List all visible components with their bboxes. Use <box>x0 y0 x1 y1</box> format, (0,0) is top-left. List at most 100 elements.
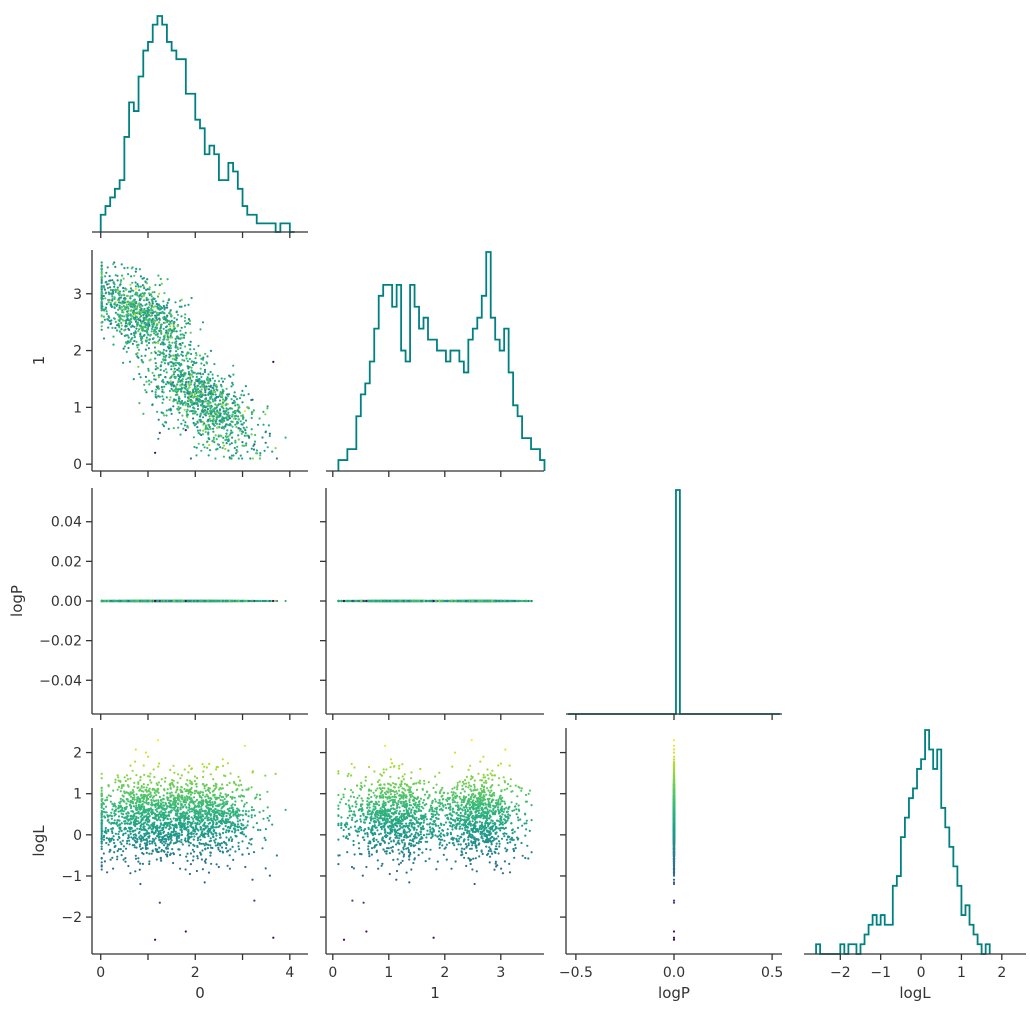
scatter-point <box>174 344 177 347</box>
scatter-point <box>169 377 172 380</box>
scatter-point <box>202 429 205 432</box>
scatter-point <box>207 402 210 405</box>
scatter-point <box>142 412 145 415</box>
scatter-point <box>256 423 260 426</box>
scatter-point <box>127 336 130 339</box>
scatter-point <box>107 282 110 285</box>
scatter-point <box>102 315 105 318</box>
scatter-point <box>217 412 221 415</box>
y-tick-label: 0 <box>73 457 82 473</box>
scatter-point <box>122 311 125 314</box>
scatter-point <box>105 303 108 306</box>
scatter-point <box>100 328 103 331</box>
scatter-point <box>149 314 152 318</box>
scatter-point <box>234 415 237 418</box>
scatter-point <box>212 436 215 439</box>
scatter-point <box>144 304 147 307</box>
scatter-point <box>132 309 135 312</box>
scatter-point <box>168 389 171 393</box>
scatter-point <box>189 348 192 351</box>
scatter-point <box>179 370 182 373</box>
scatter-point <box>145 391 148 394</box>
scatter-point <box>165 409 168 412</box>
scatter-point <box>151 403 154 407</box>
scatter-point <box>220 435 223 438</box>
scatter-point <box>107 299 110 302</box>
scatter-point <box>133 307 136 310</box>
scatter-point <box>225 387 228 390</box>
scatter-point <box>172 364 175 368</box>
scatter-point <box>172 385 175 388</box>
scatter-point <box>134 288 137 291</box>
scatter-point <box>159 330 162 333</box>
scatter-point <box>140 358 143 362</box>
scatter-point <box>145 282 148 285</box>
y-tick-label: 3 <box>73 287 82 303</box>
scatter-point <box>245 434 248 437</box>
scatter-point <box>233 391 236 394</box>
scatter-point <box>158 321 161 324</box>
scatter-point <box>123 267 126 270</box>
scatter-point <box>237 457 240 460</box>
scatter-point <box>215 418 218 421</box>
scatter-point <box>199 372 202 375</box>
scatter-point <box>134 331 137 334</box>
scatter-point <box>222 455 225 458</box>
scatter-point <box>219 412 222 415</box>
scatter-point <box>212 599 215 603</box>
scatter-point <box>163 337 166 340</box>
scatter-point <box>148 288 151 291</box>
scatter-point <box>184 421 187 424</box>
scatter-point <box>125 350 128 353</box>
scatter-point <box>157 306 160 310</box>
scatter-point <box>189 344 192 347</box>
scatter-point <box>117 308 120 311</box>
scatter-point <box>112 343 115 346</box>
scatter-point <box>185 385 188 388</box>
scatter-point <box>154 451 157 454</box>
scatter-point <box>218 414 222 417</box>
scatter-point <box>241 389 244 392</box>
scatter-point <box>158 284 161 287</box>
scatter-point <box>169 313 172 316</box>
scatter-point <box>138 299 141 302</box>
scatter-point <box>192 390 195 393</box>
scatter-point <box>135 306 138 309</box>
scatter-point <box>203 405 206 408</box>
scatter-point <box>143 287 146 290</box>
scatter-point <box>259 454 262 457</box>
scatter-point <box>183 316 187 319</box>
scatter-point <box>119 296 122 299</box>
scatter-point <box>212 423 215 427</box>
y-tick-label: −0.02 <box>39 634 82 650</box>
scatter-point <box>100 264 103 267</box>
scatter-point <box>145 380 148 383</box>
scatter-point <box>134 270 137 273</box>
scatter-point <box>158 317 161 320</box>
scatter-point <box>174 361 178 364</box>
scatter-point <box>162 355 165 358</box>
scatter-point <box>123 345 126 348</box>
scatter-point <box>232 394 235 398</box>
scatter-point <box>205 378 209 381</box>
scatter-point <box>168 329 171 332</box>
scatter-point <box>187 303 190 306</box>
scatter-point <box>235 398 239 401</box>
scatter-point <box>132 299 135 302</box>
scatter-point <box>187 367 190 370</box>
scatter-point <box>197 344 200 347</box>
scatter-point <box>122 347 125 350</box>
scatter-point <box>253 440 257 443</box>
scatter-point <box>121 309 124 312</box>
scatter-point <box>247 393 250 396</box>
scatter-point <box>100 282 103 285</box>
scatter-point <box>189 398 193 401</box>
scatter-point <box>218 425 221 429</box>
scatter-point <box>160 361 163 364</box>
scatter-point <box>120 306 123 309</box>
scatter-point <box>168 341 171 344</box>
scatter-point <box>152 337 155 340</box>
scatter-point <box>142 361 145 364</box>
scatter-point <box>149 293 153 296</box>
scatter-point <box>115 304 118 307</box>
